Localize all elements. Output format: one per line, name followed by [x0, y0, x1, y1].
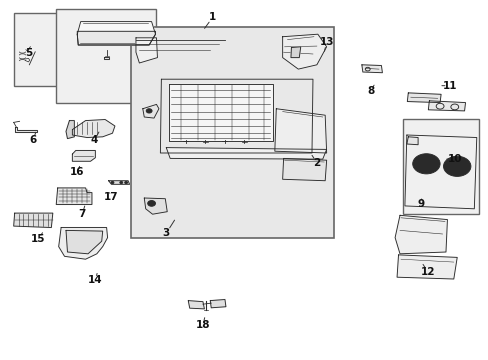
Polygon shape	[14, 213, 53, 228]
Polygon shape	[59, 228, 107, 259]
Polygon shape	[77, 31, 155, 45]
Circle shape	[124, 181, 127, 184]
Polygon shape	[282, 34, 326, 69]
Text: 8: 8	[366, 86, 373, 96]
Polygon shape	[394, 215, 447, 254]
Text: 7: 7	[78, 209, 86, 219]
Text: 18: 18	[195, 320, 210, 330]
Text: 5: 5	[25, 48, 32, 58]
Polygon shape	[282, 158, 326, 181]
Bar	[403, 119, 478, 214]
Polygon shape	[77, 22, 155, 45]
Bar	[131, 27, 333, 238]
Polygon shape	[188, 301, 204, 309]
Polygon shape	[72, 120, 115, 138]
Polygon shape	[407, 93, 440, 103]
Polygon shape	[168, 84, 272, 141]
Text: 13: 13	[319, 37, 333, 48]
Polygon shape	[166, 148, 326, 159]
Text: 3: 3	[163, 228, 169, 238]
Circle shape	[412, 154, 439, 174]
Circle shape	[147, 201, 155, 206]
Polygon shape	[56, 188, 92, 204]
Polygon shape	[274, 109, 326, 153]
Polygon shape	[396, 255, 456, 279]
Text: 15: 15	[31, 234, 45, 244]
Text: 6: 6	[30, 135, 37, 145]
Polygon shape	[404, 135, 476, 209]
Circle shape	[111, 181, 114, 184]
Text: 12: 12	[420, 267, 434, 277]
Text: 4: 4	[90, 135, 98, 145]
Polygon shape	[136, 38, 157, 63]
Polygon shape	[427, 101, 465, 111]
Circle shape	[120, 181, 122, 184]
Circle shape	[146, 109, 152, 113]
Polygon shape	[144, 198, 167, 214]
Text: 16: 16	[70, 167, 84, 177]
Polygon shape	[15, 127, 37, 132]
Polygon shape	[406, 137, 417, 145]
Polygon shape	[210, 300, 225, 308]
Text: 9: 9	[417, 199, 424, 210]
Polygon shape	[66, 230, 102, 254]
Polygon shape	[361, 65, 382, 73]
Polygon shape	[66, 121, 74, 139]
Text: 2: 2	[313, 158, 320, 168]
Polygon shape	[72, 150, 95, 161]
Bar	[14, 13, 66, 86]
Text: 10: 10	[447, 154, 461, 164]
Polygon shape	[290, 47, 300, 58]
Text: 11: 11	[442, 81, 456, 91]
Polygon shape	[142, 104, 159, 118]
Bar	[56, 9, 156, 103]
Text: 17: 17	[104, 192, 119, 202]
Polygon shape	[104, 57, 109, 59]
Polygon shape	[108, 181, 129, 184]
Circle shape	[443, 156, 470, 176]
Text: 1: 1	[209, 12, 216, 22]
Text: 14: 14	[88, 275, 102, 285]
